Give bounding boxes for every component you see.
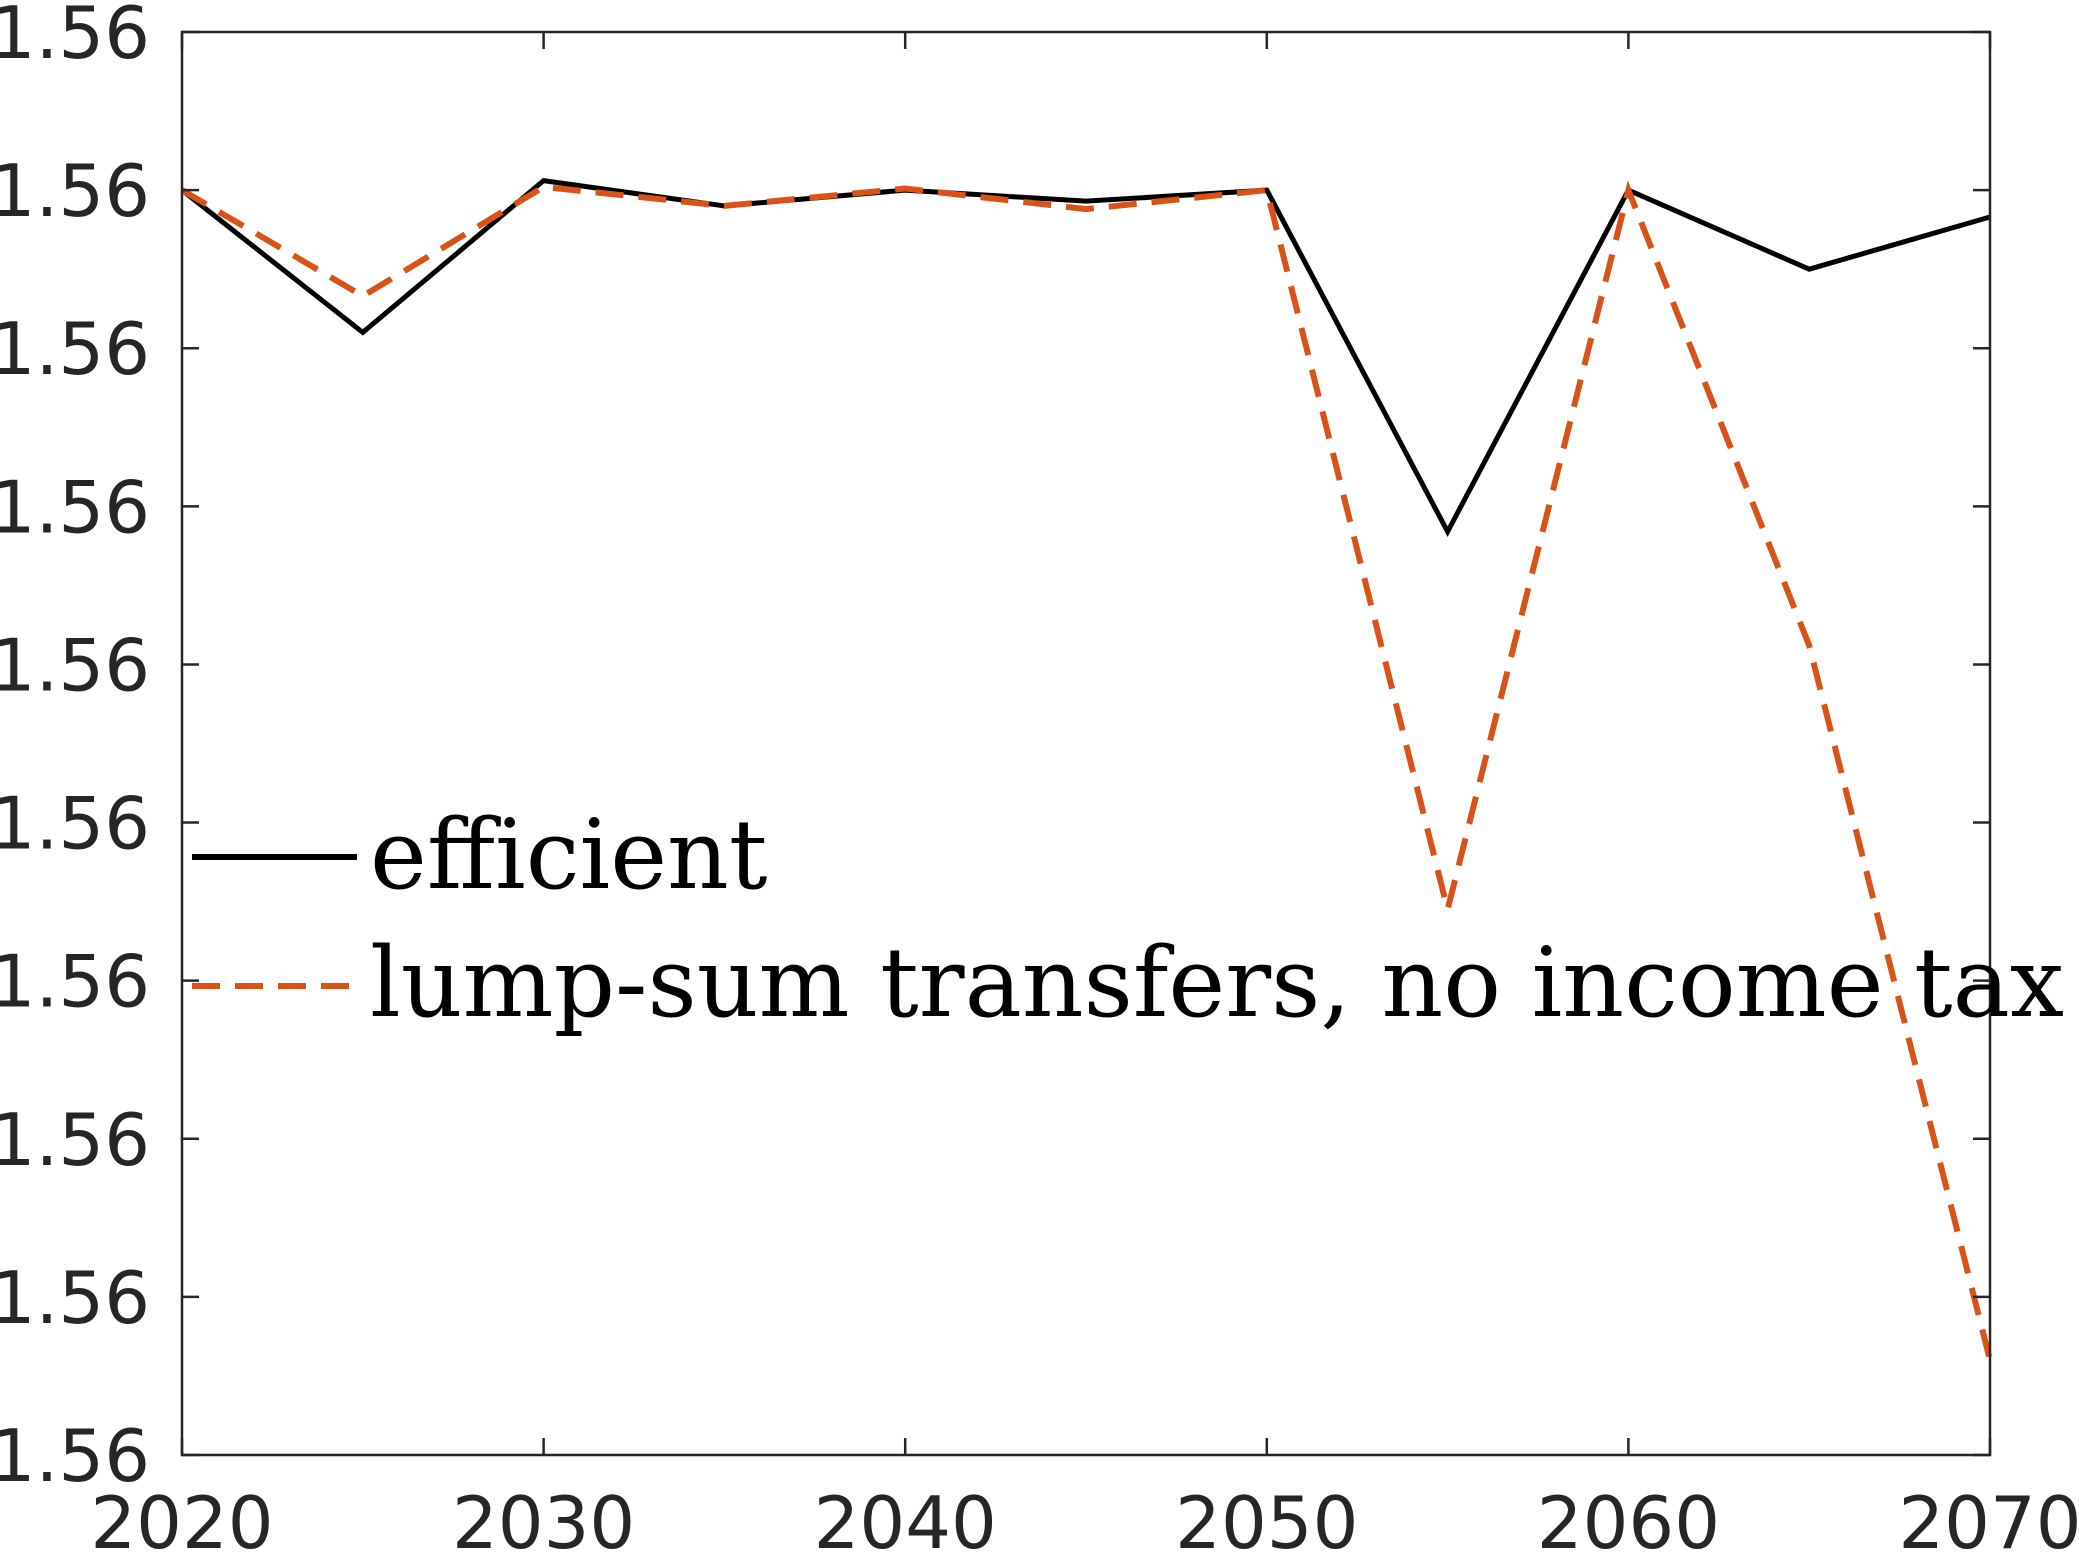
y-tick-label-3: 1.56 xyxy=(0,940,150,1024)
legend-label-lump-sum: lump-sum transfers, no income tax xyxy=(370,927,2064,1039)
series-line-efficient xyxy=(180,177,1991,537)
series-layer xyxy=(180,177,1993,1361)
x-tick-label-2070: 2070 xyxy=(1898,1481,2079,1554)
y-tick-label-9: 1.56 xyxy=(0,0,150,75)
y-tick-label-7: 1.56 xyxy=(0,307,150,391)
y-tick-label-1: 1.56 xyxy=(0,1256,150,1340)
y-tick-label-0: 1.56 xyxy=(0,1414,150,1498)
y-tick-label-8: 1.56 xyxy=(0,149,150,233)
series-line-lump-sum-transfers xyxy=(180,180,1993,1361)
plot-background xyxy=(182,32,1990,1455)
x-tick-label-2040: 2040 xyxy=(814,1481,997,1554)
x-tick-label-2030: 2030 xyxy=(452,1481,635,1554)
x-tick-label-2020: 2020 xyxy=(90,1481,273,1554)
legend-label-efficient: efficient xyxy=(370,799,767,911)
y-tick-label-4: 1.56 xyxy=(0,782,150,866)
y-tick-label-5: 1.56 xyxy=(0,623,150,707)
axes-box xyxy=(180,30,1992,1457)
x-tick-label-2050: 2050 xyxy=(1175,1481,1358,1554)
x-tick-label-2060: 2060 xyxy=(1537,1481,1720,1554)
y-tick-label-6: 1.56 xyxy=(0,465,150,549)
y-tick-label-2: 1.56 xyxy=(0,1098,150,1182)
legend: efficient lump-sum transfers, no income … xyxy=(192,799,2064,1039)
plot-area xyxy=(182,32,1990,1455)
